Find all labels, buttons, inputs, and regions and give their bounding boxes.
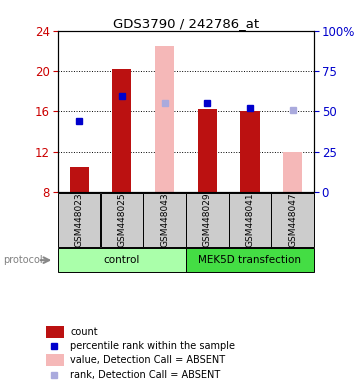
Text: control: control xyxy=(104,255,140,265)
Text: rank, Detection Call = ABSENT: rank, Detection Call = ABSENT xyxy=(70,371,221,381)
Bar xyxy=(186,192,229,247)
Text: GSM448041: GSM448041 xyxy=(245,192,255,247)
Text: GSM448023: GSM448023 xyxy=(75,192,84,247)
Text: value, Detection Call = ABSENT: value, Detection Call = ABSENT xyxy=(70,355,226,365)
Bar xyxy=(101,192,143,247)
Bar xyxy=(229,192,271,247)
Bar xyxy=(240,111,260,192)
Bar xyxy=(143,192,186,247)
Text: GSM448029: GSM448029 xyxy=(203,192,212,247)
Bar xyxy=(198,109,217,192)
Bar xyxy=(283,152,302,192)
Bar xyxy=(70,167,89,192)
Bar xyxy=(58,248,186,272)
Bar xyxy=(47,354,64,366)
Text: GSM448043: GSM448043 xyxy=(160,192,169,247)
Title: GDS3790 / 242786_at: GDS3790 / 242786_at xyxy=(113,17,259,30)
Bar xyxy=(271,192,314,247)
Text: protocol: protocol xyxy=(4,255,43,265)
Text: MEK5D transfection: MEK5D transfection xyxy=(199,255,301,265)
Text: GSM448047: GSM448047 xyxy=(288,192,297,247)
Bar xyxy=(47,326,64,338)
Bar xyxy=(186,248,314,272)
Bar xyxy=(112,69,131,192)
Bar xyxy=(58,192,100,247)
Bar xyxy=(155,46,174,192)
Text: GSM448025: GSM448025 xyxy=(117,192,126,247)
Text: percentile rank within the sample: percentile rank within the sample xyxy=(70,341,235,351)
Text: count: count xyxy=(70,327,98,337)
